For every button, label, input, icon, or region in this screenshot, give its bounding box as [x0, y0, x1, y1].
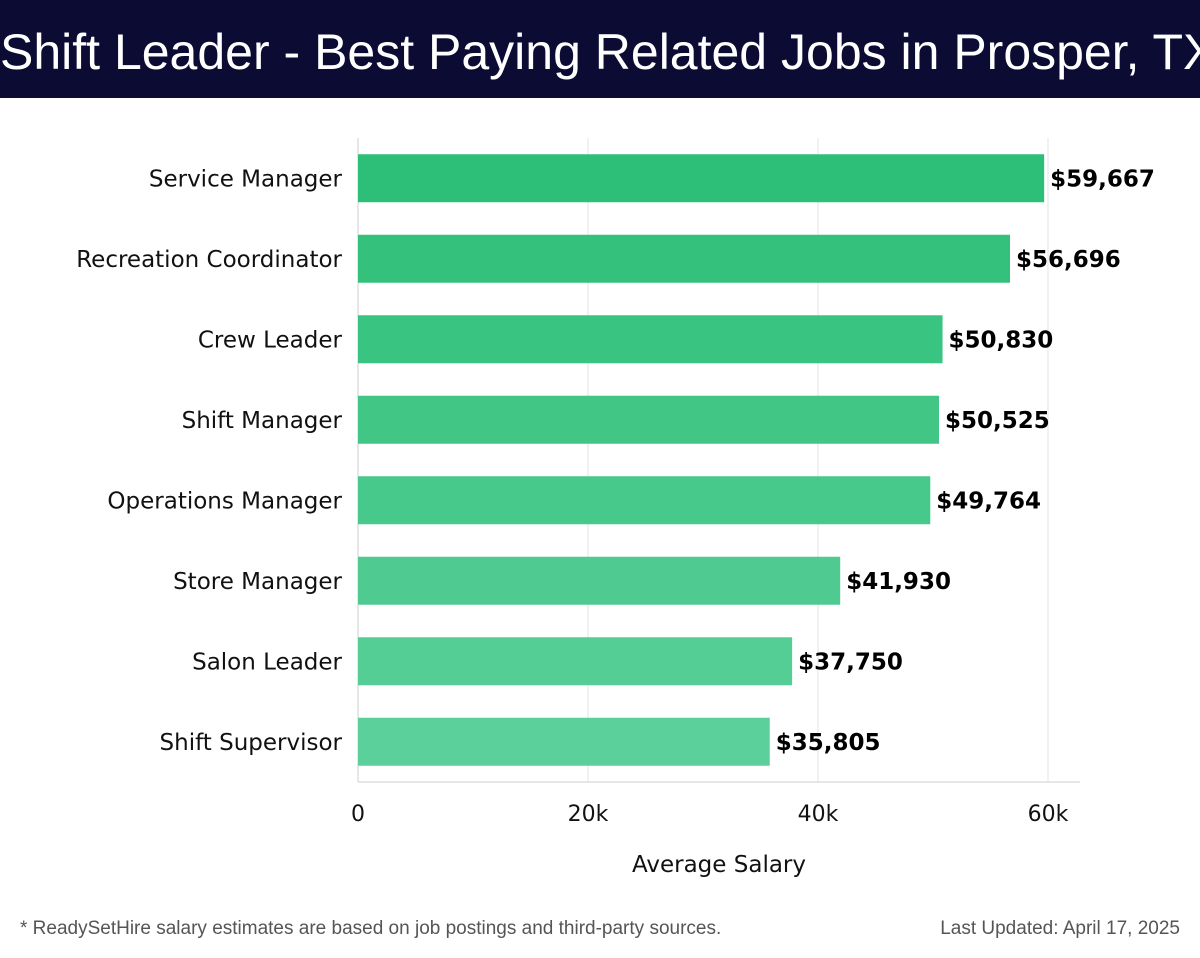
bar[interactable]: [358, 395, 940, 444]
bar[interactable]: [358, 476, 931, 525]
value-label: $50,830: [949, 327, 1054, 353]
category-label: Shift Supervisor: [160, 730, 343, 756]
bar[interactable]: [358, 234, 1011, 283]
value-label: $56,696: [1016, 247, 1121, 273]
x-axis-title: Average Salary: [632, 852, 806, 878]
value-label: $49,764: [936, 488, 1041, 514]
category-label: Store Manager: [173, 569, 342, 595]
bar[interactable]: [358, 637, 793, 686]
x-tick-label: 0: [351, 802, 365, 827]
bar[interactable]: [358, 717, 770, 766]
bar[interactable]: [358, 315, 943, 364]
footer-disclaimer: * ReadySetHire salary estimates are base…: [20, 918, 722, 939]
category-label: Service Manager: [149, 166, 343, 192]
bar[interactable]: [358, 556, 841, 605]
value-label: $59,667: [1050, 166, 1155, 192]
x-tick-label: 60k: [1028, 802, 1069, 827]
x-tick-label: 40k: [798, 802, 839, 827]
header-banner: Shift Leader - Best Paying Related Jobs …: [0, 0, 1200, 98]
category-label: Shift Manager: [182, 408, 343, 434]
bar[interactable]: [358, 154, 1045, 203]
category-label: Recreation Coordinator: [76, 247, 342, 273]
category-label: Operations Manager: [107, 488, 342, 514]
bar-chart: Service Manager $59,667 Recreation Coordin…: [76, 138, 1155, 878]
footer-last-updated: Last Updated: April 17, 2025: [940, 918, 1180, 939]
value-label: $37,750: [798, 649, 903, 675]
value-label: $41,930: [846, 569, 951, 595]
x-tick-label: 20k: [568, 802, 609, 827]
page-title: Shift Leader - Best Paying Related Jobs …: [0, 24, 1200, 80]
category-label: Salon Leader: [192, 649, 342, 675]
value-label: $35,805: [776, 730, 881, 756]
category-label: Crew Leader: [198, 327, 343, 353]
value-label: $50,525: [945, 408, 1050, 434]
